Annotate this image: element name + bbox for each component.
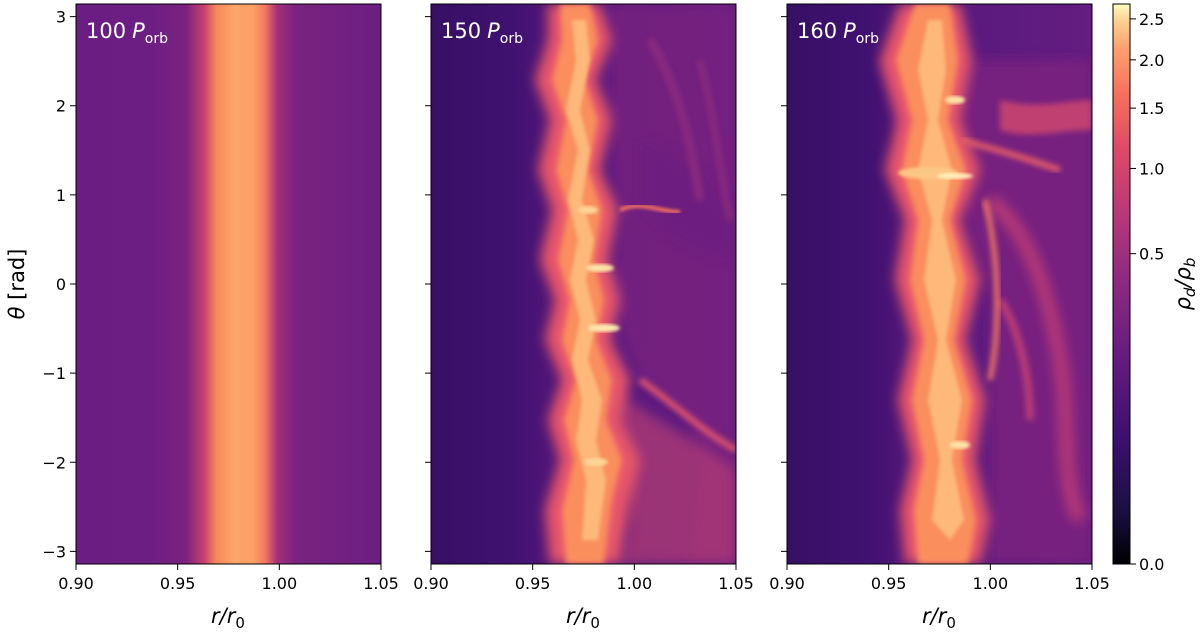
x-tick-label: 1.05	[718, 574, 754, 593]
panel-3-heatmap	[787, 4, 1092, 564]
panel-3: 160 Porb	[786, 3, 1093, 565]
x-tick-label: 1.00	[262, 574, 298, 593]
x-tick-label: 0.95	[871, 574, 907, 593]
colorbar-tick-label: 2.0	[1139, 51, 1164, 70]
y-tick-label: −2	[42, 453, 66, 472]
y-tick-label: 1	[56, 186, 66, 205]
panel-2-heatmap	[431, 4, 736, 564]
x-tick-label: 0.90	[413, 574, 449, 593]
x-tick-label: 1.05	[363, 574, 399, 593]
x-axis-label-3: r/r0	[922, 604, 956, 632]
panel-1-heatmap	[76, 4, 381, 564]
panel-2-title: 150 Porb	[441, 19, 523, 47]
panel-1-title: 100 Porb	[86, 19, 168, 47]
y-tick-label: 0	[56, 275, 66, 294]
x-tick-label: 0.95	[160, 574, 196, 593]
x-axis-label-2: r/r0	[566, 604, 600, 632]
x-tick-label: 1.00	[617, 574, 653, 593]
x-tick-label: 0.90	[769, 574, 805, 593]
x-tick-label: 0.90	[58, 574, 94, 593]
y-axis-label: θ [rad]	[5, 249, 29, 320]
colorbar: 0.0 0.5 1.0 1.5 2.0 2.5 ρd/ρb	[1112, 3, 1199, 574]
x-tick-label: 0.95	[515, 574, 551, 593]
colorbar-gradient	[1112, 3, 1131, 565]
colorbar-tick-label: 2.5	[1139, 10, 1164, 29]
panel-2: 150 Porb	[430, 3, 737, 565]
y-tick-label: −1	[42, 364, 66, 383]
colorbar-tick-label: 0.0	[1139, 555, 1164, 574]
colorbar-ticks: 0.0 0.5 1.0 1.5 2.0 2.5	[1130, 10, 1164, 574]
x-tick-label: 1.00	[973, 574, 1009, 593]
colorbar-tick-label: 1.0	[1139, 159, 1164, 178]
colorbar-label: ρd/ρb	[1171, 258, 1199, 311]
x-tick-label: 1.05	[1074, 574, 1110, 593]
x-axis-label-1: r/r0	[211, 604, 245, 632]
y-tick-label: −3	[42, 542, 66, 561]
axes: 0.90 0.95 1.00 1.05 3 2 1 0 −1 −2 −3 0.90 0.95 1.00 1.…	[42, 8, 1109, 593]
panel-1: 100 Porb	[75, 3, 382, 565]
colorbar-tick-label: 0.5	[1139, 245, 1164, 264]
panel-3-title: 160 Porb	[797, 19, 879, 47]
y-tick-label: 2	[56, 97, 66, 116]
colorbar-tick-label: 1.5	[1139, 99, 1164, 118]
y-tick-label: 3	[56, 8, 66, 27]
